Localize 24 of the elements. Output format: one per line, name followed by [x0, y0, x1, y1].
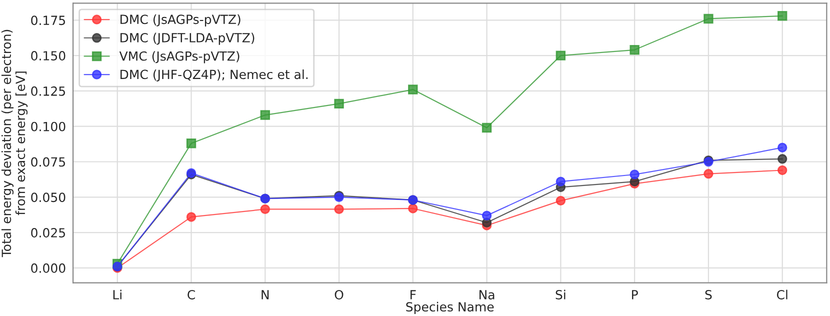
y-tick-label: 0.025 — [31, 228, 66, 238]
x-tick-label: Na — [480, 290, 494, 300]
x-tick-label: C — [188, 290, 195, 300]
y-tick-label: 0.100 — [31, 122, 66, 132]
x-axis-title: Species Name — [406, 302, 494, 314]
y-tick-label: 0.075 — [31, 157, 66, 167]
y-tick-label: 0.175 — [31, 16, 66, 26]
y-tick-label: 0.050 — [31, 192, 66, 202]
x-tick-label: P — [632, 290, 638, 300]
legend-label: VMC (JsAGPs-pVTZ) — [119, 51, 240, 64]
y-tick-label: 0.125 — [31, 86, 66, 96]
x-tick-label: O — [334, 290, 344, 300]
y-tick-label: 0.150 — [31, 51, 66, 60]
legend-label: DMC (JHF-QZ4P); Nemec et al. — [120, 69, 308, 82]
x-tick-label: Si — [556, 290, 566, 300]
x-tick-label: Cl — [776, 290, 788, 300]
x-tick-label: Li — [113, 290, 122, 300]
legend-label: DMC (JDFT-LDA-pVTZ) — [120, 32, 254, 45]
x-tick-label: F — [410, 290, 416, 300]
x-tick-label: S — [705, 290, 712, 300]
x-tick-label: N — [262, 290, 269, 300]
y-tick-label: 0.000 — [31, 263, 66, 273]
legend-label: DMC (JsAGPs-pVTZ) — [120, 14, 240, 27]
y-axis-title: Total energy deviation (per electron) from exact energy [eV] — [1, 30, 28, 258]
